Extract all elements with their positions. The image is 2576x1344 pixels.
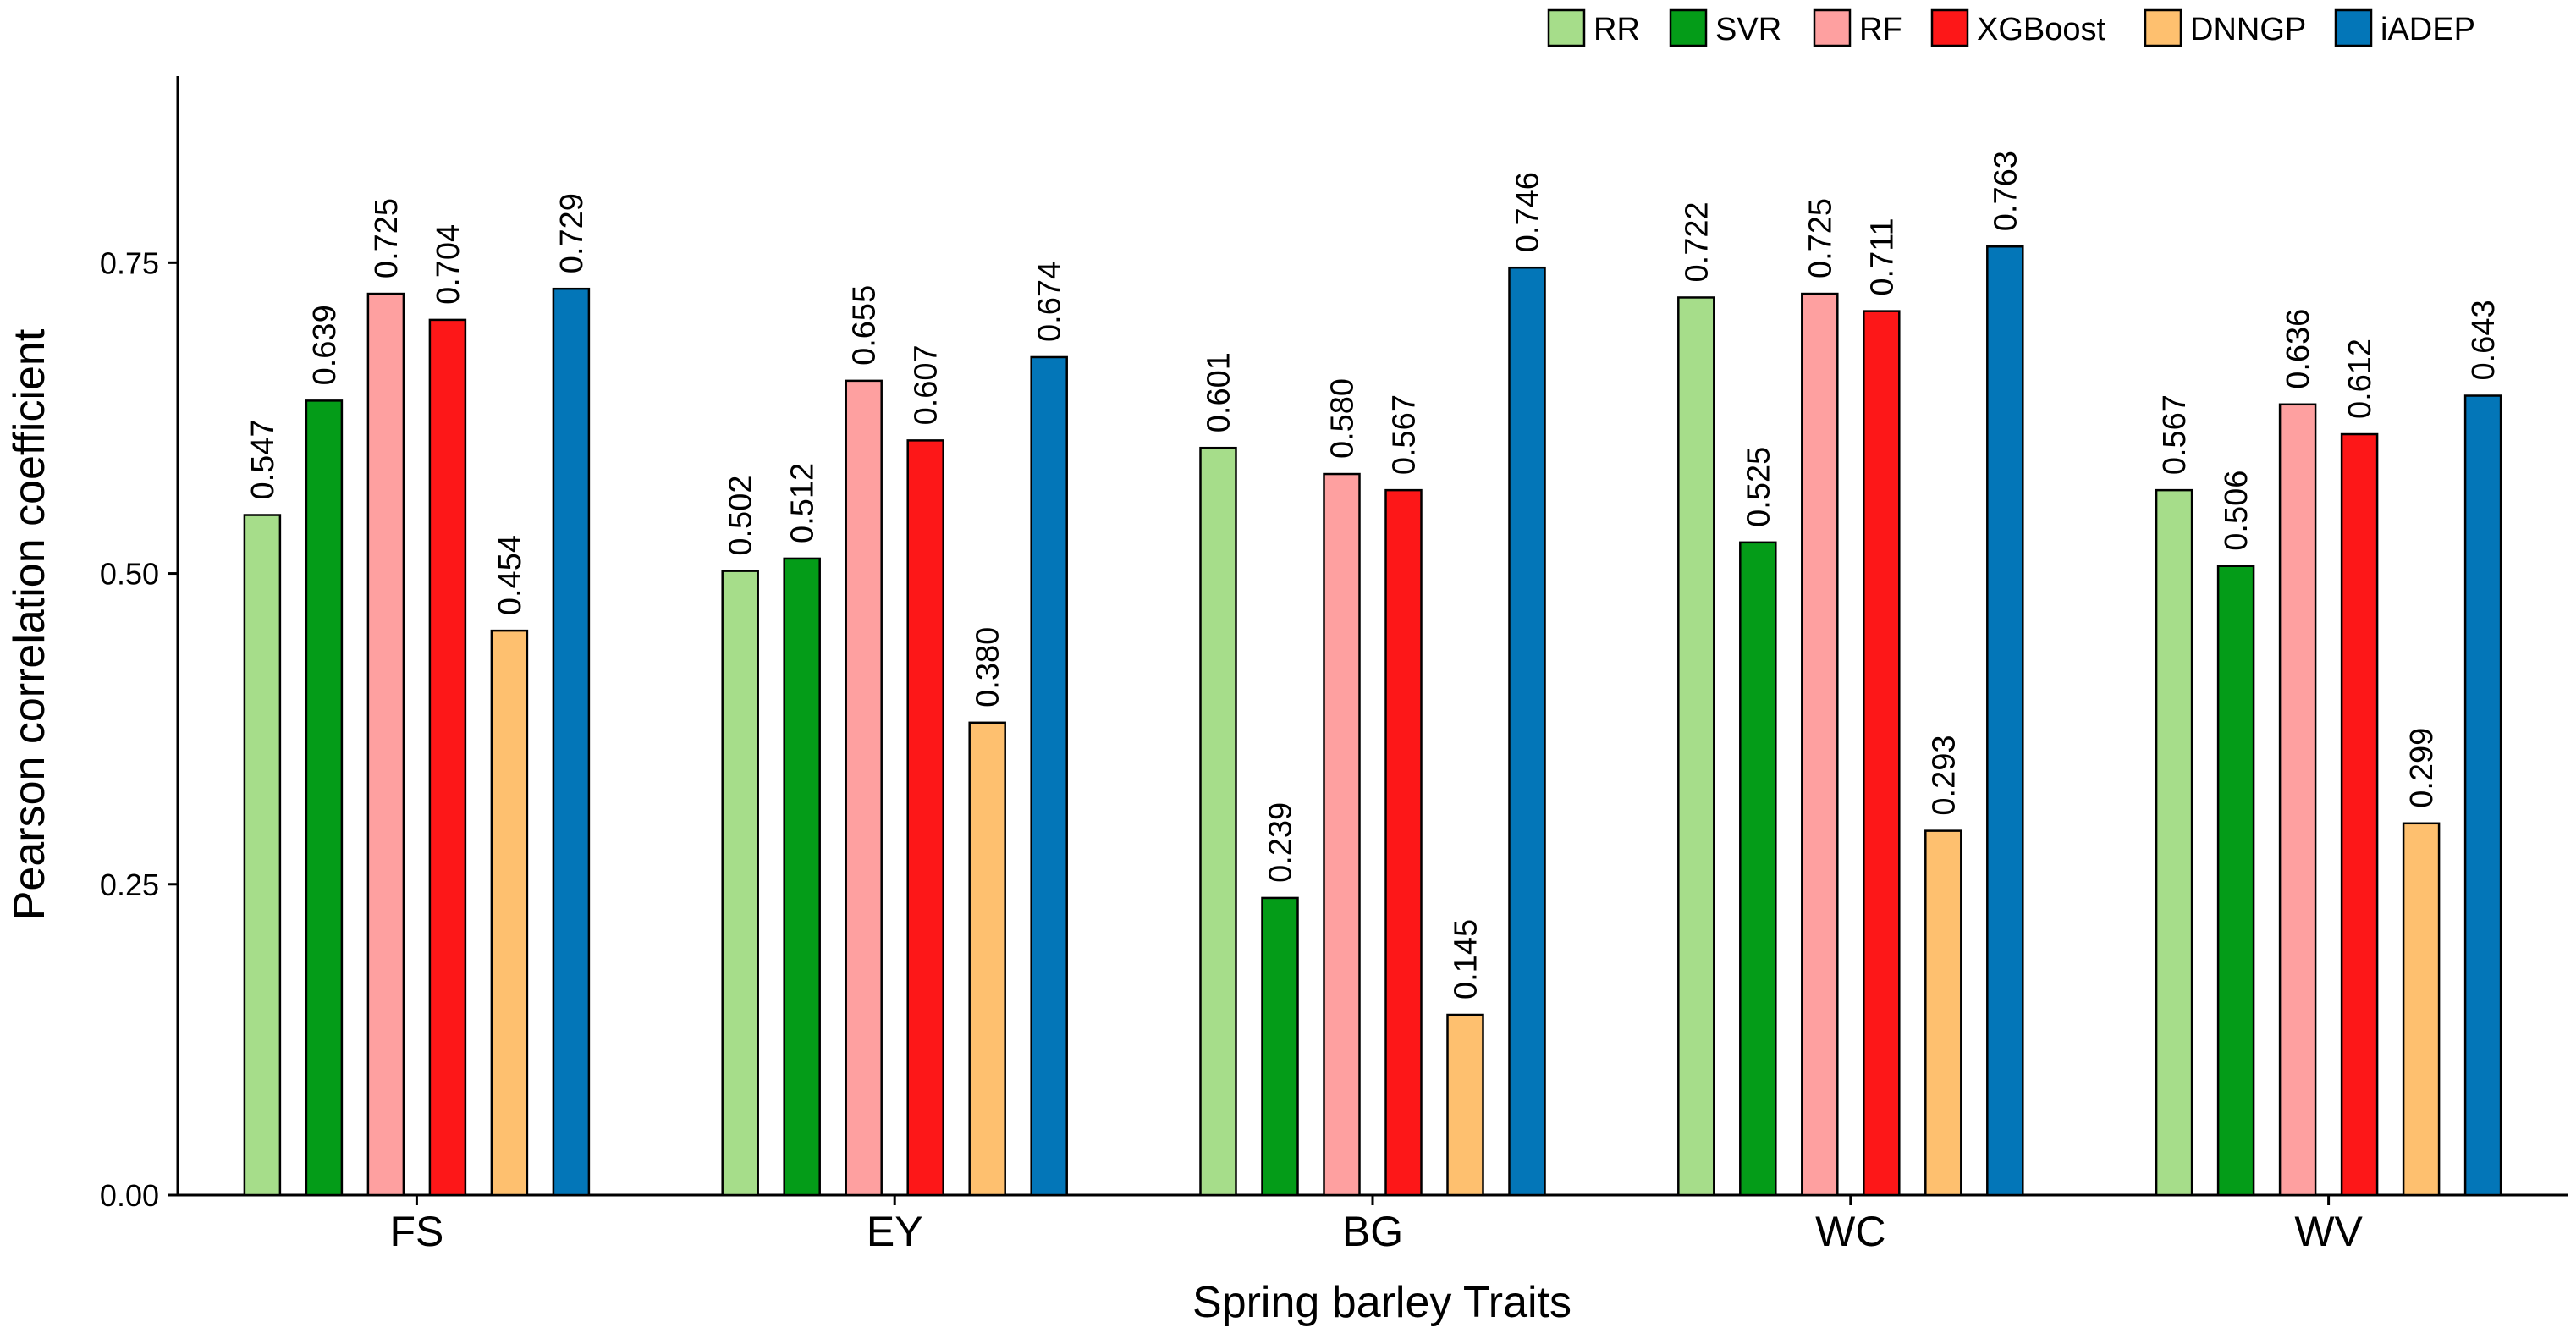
bar-rr-ey: [721, 570, 759, 1197]
legend-item-xgboost: XGBoost: [1930, 8, 2106, 47]
bar-dnngp-bg: [1446, 1013, 1484, 1197]
legend-label: iADEP: [2381, 12, 2475, 47]
data-label: 0.293: [1926, 735, 1962, 816]
data-label: 0.525: [1741, 447, 1776, 527]
bar-rf-bg: [1323, 472, 1361, 1197]
bar-rf-fs: [366, 292, 405, 1197]
bar-dnngp-wc: [1924, 829, 1962, 1197]
y-tick-label: 0.25: [100, 868, 159, 902]
x-tick-label: BG: [1342, 1208, 1403, 1255]
legend: RR SVR RF XGBoost DNNGP iADEP: [1547, 8, 2475, 47]
y-axis-title: Pearson correlation coefficient: [5, 328, 54, 920]
bar-xgboost-wv: [2340, 432, 2379, 1197]
bar-dnngp-fs: [490, 629, 529, 1197]
legend-swatch: [1813, 8, 1852, 47]
data-label: 0.299: [2404, 728, 2440, 808]
bar-iadep-wc: [1986, 245, 2024, 1197]
legend-swatch: [2334, 8, 2373, 47]
bar-rf-wc: [1801, 292, 1839, 1197]
data-label: 0.567: [2157, 394, 2193, 475]
x-axis-title: Spring barley Traits: [1192, 1278, 1571, 1327]
data-label: 0.580: [1325, 378, 1361, 459]
bar-dnngp-ey: [968, 721, 1006, 1197]
bar-rr-bg: [1199, 446, 1237, 1197]
bar-rr-wc: [1677, 296, 1715, 1197]
x-tick-label: WC: [1815, 1208, 1885, 1255]
bar-rr-fs: [243, 514, 282, 1197]
bar-svr-wv: [2216, 565, 2255, 1197]
legend-swatch: [1669, 8, 1708, 47]
data-label: 0.512: [785, 463, 821, 543]
data-label: 0.454: [493, 535, 528, 615]
bar-rf-ey: [845, 379, 883, 1197]
legend-label: RF: [1859, 12, 1902, 47]
data-label: 0.506: [2219, 471, 2254, 551]
bar-svr-bg: [1261, 896, 1299, 1197]
bar-dnngp-wv: [2402, 822, 2441, 1197]
data-label: 0.567: [1387, 394, 1423, 475]
legend-item-iadep: iADEP: [2334, 8, 2475, 47]
data-labels-layer: 0.547 0.639 0.725 0.704 0.454 0.729 0.502 0.512…: [245, 151, 2502, 1000]
bar-iadep-wv: [2463, 394, 2502, 1197]
bar-svr-wc: [1739, 541, 1777, 1197]
data-label: 0.607: [909, 344, 944, 425]
data-label: 0.722: [1679, 201, 1715, 282]
legend-label: SVR: [1715, 12, 1781, 47]
data-label: 0.502: [724, 476, 759, 556]
legend-item-svr: SVR: [1669, 8, 1781, 47]
legend-label: DNNGP: [2190, 12, 2306, 47]
data-label: 0.636: [2281, 309, 2316, 389]
y-tick-label: 0.75: [100, 245, 159, 280]
bar-iadep-bg: [1508, 266, 1546, 1197]
data-label: 0.746: [1511, 172, 1546, 252]
x-tick-label: WV: [2294, 1208, 2363, 1255]
legend-swatch: [1930, 8, 1969, 47]
data-label: 0.655: [847, 285, 883, 366]
data-label: 0.763: [1988, 151, 2023, 231]
data-label: 0.612: [2342, 339, 2378, 419]
data-label: 0.239: [1263, 802, 1299, 883]
legend-item-rf: RF: [1813, 8, 1902, 47]
data-label: 0.601: [1202, 352, 1237, 432]
bar-xgboost-bg: [1384, 488, 1423, 1197]
data-label: 0.643: [2466, 300, 2502, 380]
data-label: 0.547: [245, 419, 281, 499]
data-label: 0.145: [1449, 919, 1484, 1000]
legend-label: XGBoost: [1977, 12, 2106, 47]
data-label: 0.674: [1032, 262, 1068, 342]
data-label: 0.704: [431, 224, 466, 305]
legend-swatch: [1547, 8, 1586, 47]
legend-swatch: [2144, 8, 2182, 47]
x-tick-label: EY: [867, 1208, 923, 1255]
bar-xgboost-fs: [428, 318, 467, 1197]
bar-rf-wv: [2278, 403, 2317, 1197]
bar-svr-fs: [305, 399, 344, 1197]
bar-rr-wv: [2155, 488, 2193, 1197]
y-tick-label: 0.00: [100, 1178, 159, 1213]
legend-label: RR: [1593, 12, 1640, 47]
data-label: 0.639: [307, 305, 343, 385]
data-label: 0.729: [554, 193, 590, 273]
bar-iadep-fs: [552, 287, 591, 1197]
x-tick-label: FS: [389, 1208, 443, 1255]
y-tick-label: 0.50: [100, 557, 159, 592]
bar-xgboost-ey: [906, 439, 944, 1197]
data-label: 0.725: [369, 198, 405, 278]
data-label: 0.380: [971, 627, 1006, 708]
bar-xgboost-wc: [1863, 310, 1901, 1197]
legend-item-dnngp: DNNGP: [2144, 8, 2306, 47]
data-label: 0.711: [1864, 218, 1900, 295]
bar-iadep-ey: [1030, 355, 1068, 1197]
bars-layer: [243, 245, 2502, 1197]
legend-item-rr: RR: [1547, 8, 1640, 47]
bar-svr-ey: [783, 557, 821, 1197]
data-label: 0.725: [1803, 198, 1838, 278]
